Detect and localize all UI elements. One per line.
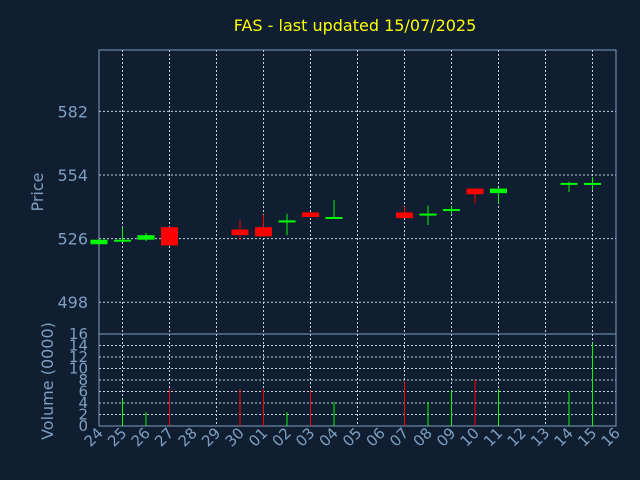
volume-y-tick-label: 16	[69, 325, 88, 343]
volume-y-tick-label: 8	[78, 371, 88, 389]
price-y-tick-label: 554	[57, 166, 88, 185]
candle-body	[560, 182, 578, 185]
volume-y-tick-label: 0	[78, 417, 88, 435]
candle-body	[137, 235, 155, 240]
volume-panel-frame	[98, 333, 617, 427]
volume-y-tick-label: 4	[78, 394, 88, 412]
candle-body	[231, 229, 249, 236]
candle-body	[161, 227, 178, 246]
x-tick-labels: 2425262728293001020304050607080910111213…	[81, 424, 624, 450]
candle-body	[90, 239, 108, 245]
price-axis-label: Price	[28, 172, 47, 211]
chart-title: FAS - last updated 15/07/2025	[234, 16, 477, 35]
candle-body	[302, 212, 319, 217]
candle-body	[255, 227, 272, 237]
volume-y-tick-label: 12	[69, 348, 88, 366]
volume-y-tick-label: 6	[78, 383, 88, 401]
volume-bars	[122, 343, 593, 426]
candle-body	[419, 213, 437, 216]
candle-body	[325, 216, 343, 219]
x-axis-label: Day	[333, 457, 363, 475]
candle-body	[584, 182, 601, 185]
volume-y-tick-label: 2	[78, 406, 88, 424]
price-y-tick-label: 526	[57, 230, 88, 249]
price-y-tick-label: 498	[57, 293, 88, 312]
candle-body	[396, 212, 413, 219]
candle-body	[490, 188, 507, 194]
volume-y-tick-label: 14	[69, 337, 88, 355]
candle-body	[443, 209, 460, 212]
price-y-tick-labels: 498 526 554 582	[57, 102, 88, 312]
price-y-tick-label: 582	[57, 102, 88, 121]
candles	[90, 177, 601, 246]
candle-body	[278, 220, 296, 223]
volume-axis-label: Volume (0000)	[38, 322, 57, 440]
volume-y-tick-label: 10	[69, 360, 88, 378]
candle-body	[466, 188, 484, 195]
candle-body	[114, 239, 131, 242]
